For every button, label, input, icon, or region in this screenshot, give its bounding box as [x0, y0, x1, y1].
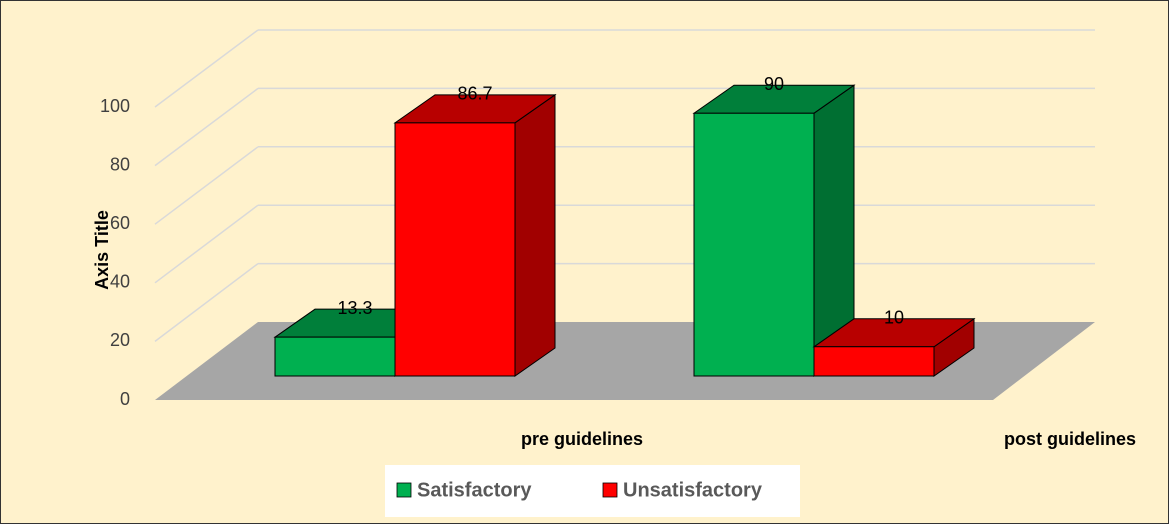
grid-line	[154, 146, 259, 225]
legend-label: Satisfactory	[417, 479, 532, 501]
legend-label: Unsatisfactory	[623, 479, 763, 501]
y-tick-label: 0	[120, 389, 130, 409]
grid-line	[154, 87, 259, 167]
data-label: 90	[764, 74, 784, 94]
y-tick-label: 20	[110, 330, 130, 350]
legend	[385, 465, 800, 517]
bar	[812, 317, 976, 377]
data-label: 86.7	[457, 84, 492, 104]
y-tick-label: 100	[100, 96, 130, 116]
bar-front	[274, 336, 396, 377]
x-tick-label: pre guidelines	[521, 429, 643, 449]
grid-line	[154, 263, 259, 342]
legend-swatch	[396, 482, 412, 498]
bar	[393, 93, 557, 377]
y-tick-label: 40	[110, 272, 130, 292]
y-axis-title: Axis Title	[92, 210, 112, 290]
y-tick-label: 60	[110, 213, 130, 233]
bar-front	[394, 122, 516, 377]
data-label: 13.3	[337, 298, 372, 318]
grid-line	[154, 204, 259, 284]
bar	[692, 84, 856, 377]
grid-line	[154, 29, 259, 108]
bar-side	[514, 93, 556, 377]
data-label: 10	[884, 308, 904, 328]
y-tick-label: 80	[110, 154, 130, 174]
bar-front	[693, 112, 815, 377]
bar-front	[813, 346, 935, 377]
legend-swatch	[602, 482, 618, 498]
x-tick-label: post guidelines	[1004, 429, 1136, 449]
